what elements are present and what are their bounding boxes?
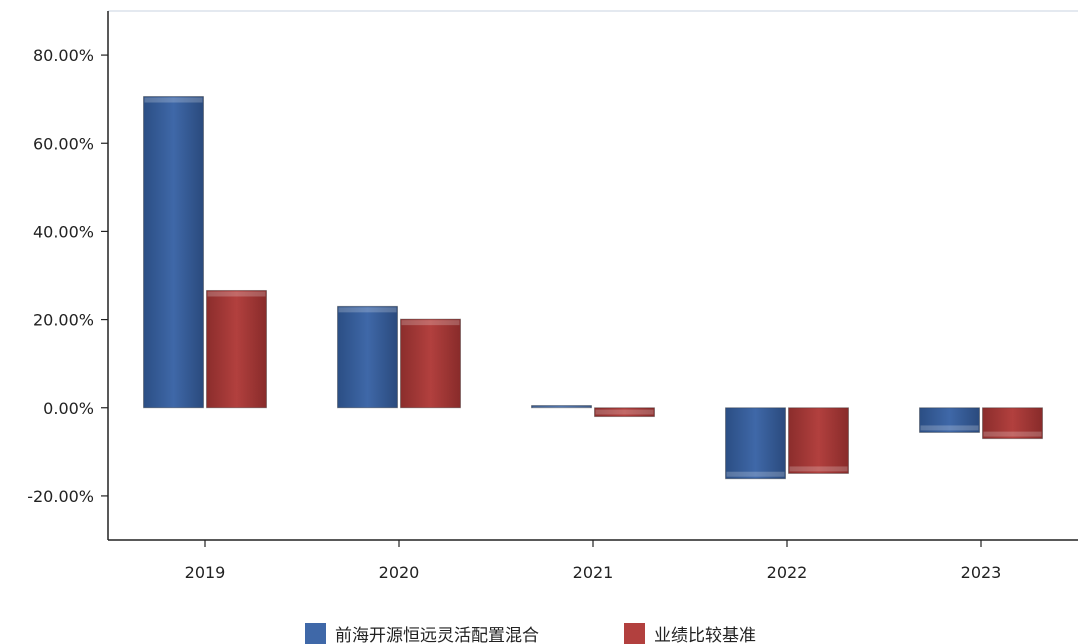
y-tick-label: -20.00% <box>27 487 94 506</box>
x-tick-label: 2021 <box>573 563 614 582</box>
bar-benchmark-2023 <box>982 407 1043 440</box>
bar-highlight <box>983 431 1042 437</box>
y-tick-label: 40.00% <box>33 222 94 241</box>
x-tick-label: 2022 <box>767 563 808 582</box>
bar-fund-2022 <box>725 407 786 480</box>
bar-highlight <box>207 291 266 297</box>
y-tick-label: 0.00% <box>43 399 94 418</box>
plot-frame <box>107 10 1078 541</box>
y-axis-ticks: -20.00% 0.00% 20.00% 40.00% 60.00% 80.00% <box>27 46 108 506</box>
bar-highlight <box>789 466 848 472</box>
x-axis-ticks: 2019 2020 2021 2022 2023 <box>185 540 1002 582</box>
bar-benchmark-2022 <box>788 407 849 474</box>
bar-benchmark-2019 <box>206 289 267 409</box>
bar-highlight <box>338 307 397 313</box>
bar-highlight <box>532 406 591 408</box>
x-tick-label: 2023 <box>961 563 1002 582</box>
bar-highlight <box>920 425 979 431</box>
x-tick-label: 2020 <box>379 563 420 582</box>
y-tick-label: 60.00% <box>33 134 94 153</box>
bar-highlight <box>595 409 654 415</box>
x-tick-label: 2019 <box>185 563 226 582</box>
y-tick-label: 20.00% <box>33 311 94 330</box>
y-tick-label: 80.00% <box>33 46 94 65</box>
legend: 前海开源恒远灵活配置混合 业绩比较基准 <box>305 623 756 644</box>
bar-fund-2019 <box>143 96 204 409</box>
bar-highlight <box>401 320 460 326</box>
bar-fund-2020 <box>337 305 398 409</box>
bars <box>143 96 1043 480</box>
legend-swatch-fund <box>305 623 326 644</box>
bar-highlight <box>726 471 785 477</box>
legend-label-benchmark: 业绩比较基准 <box>654 626 756 644</box>
bar-highlight <box>144 97 203 103</box>
bar-fund-2021 <box>531 405 592 409</box>
legend-label-fund: 前海开源恒远灵活配置混合 <box>335 626 539 644</box>
bar-benchmark-2021 <box>594 407 655 418</box>
bar-benchmark-2020 <box>400 318 461 409</box>
legend-swatch-benchmark <box>624 623 645 644</box>
bar-fund-2023 <box>919 407 980 433</box>
